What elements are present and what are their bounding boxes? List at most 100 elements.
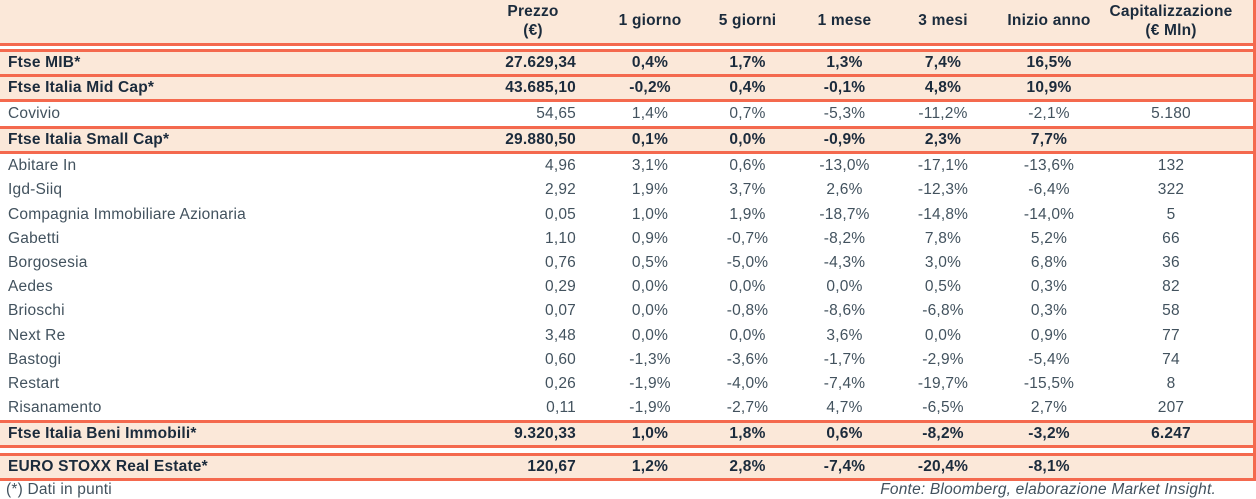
- cell-inizio-anno: 2,7%: [1030, 399, 1068, 417]
- cell-5-giorni: -0,8%: [726, 302, 769, 320]
- cell-prezzo: 2,92: [545, 181, 576, 199]
- cell-name: Risanamento: [8, 399, 102, 417]
- cell-name: Covivio: [8, 105, 61, 123]
- cell-1-giorno: 0,4%: [631, 54, 669, 71]
- cell-3-mesi: -17,1%: [917, 157, 969, 175]
- cell-1-mese: 3,6%: [826, 326, 863, 344]
- cell-prezzo: 4,96: [545, 157, 576, 175]
- cell-1-giorno: 1,0%: [631, 425, 669, 443]
- cell-prezzo: 0,05: [545, 205, 576, 223]
- table-row-abitare-in: Abitare In 4,96 3,1% 0,6% -13,0% -17,1% -13,6%…: [0, 154, 1256, 179]
- cell-5-giorni: -0,7%: [726, 229, 769, 247]
- cell-5-giorni: 1,7%: [729, 54, 766, 71]
- cell-name: Gabetti: [8, 229, 60, 247]
- cell-capitalizzazione: 77: [1162, 326, 1180, 344]
- section-gap: [0, 448, 1256, 454]
- cell-1-mese: 0,0%: [826, 278, 863, 296]
- cell-5-giorni: 0,7%: [729, 105, 766, 123]
- cell-1-giorno: -1,3%: [629, 350, 671, 368]
- cell-1-giorno: 0,0%: [631, 326, 669, 344]
- cell-5-giorni: -3,6%: [726, 350, 769, 368]
- table-footer: (*) Dati in punti Fonte: Bloomberg, elab…: [0, 481, 1256, 499]
- cell-5-giorni: -5,0%: [726, 254, 769, 272]
- cell-capitalizzazione: 66: [1162, 229, 1180, 247]
- cell-capitalizzazione: 322: [1157, 181, 1185, 199]
- col-header-prezzo-unit: (€): [523, 21, 543, 39]
- cell-3-mesi: 3,0%: [924, 254, 962, 272]
- cell-name: Ftse MIB*: [8, 54, 81, 71]
- cell-1-mese: -5,3%: [823, 105, 866, 123]
- cell-1-giorno: 0,9%: [631, 229, 669, 247]
- cell-3-mesi: 0,0%: [924, 326, 962, 344]
- cell-1-giorno: 0,0%: [631, 302, 669, 320]
- cell-5-giorni: -2,7%: [726, 399, 769, 417]
- table-row-restart: Restart 0,26 -1,9% -4,0% -7,4% -19,7% -15,5% 8: [0, 371, 1256, 397]
- cell-5-giorni: 0,0%: [729, 278, 766, 296]
- table-row-gabetti: Gabetti 1,10 0,9% -0,7% -8,2% 7,8% 5,2% 66: [0, 226, 1256, 251]
- cell-1-giorno: 0,1%: [631, 131, 669, 149]
- cell-3-mesi: -20,4%: [917, 458, 969, 476]
- divider-line: [0, 43, 1256, 46]
- table-row-ftse-mib: Ftse MIB* 27.629,34 0,4% 1,7% 1,3% 7,4% 16,5%: [0, 52, 1256, 74]
- cell-1-giorno: 3,1%: [631, 157, 669, 175]
- cell-prezzo: 29.880,50: [505, 131, 576, 149]
- cell-capitalizzazione: 5: [1166, 205, 1176, 223]
- table-row-next-re: Next Re 3,48 0,0% 0,0% 3,6% 0,0% 0,9% 77: [0, 323, 1256, 348]
- cell-5-giorni: 2,8%: [729, 458, 766, 476]
- cell-prezzo: 0,29: [545, 278, 576, 296]
- cell-1-mese: 2,6%: [826, 181, 863, 199]
- col-header-prezzo-title: Prezzo: [507, 3, 559, 21]
- cell-prezzo: 54,65: [536, 105, 576, 123]
- footnote-dati-in-punti: (*) Dati in punti: [6, 481, 112, 499]
- table-row-bastogi: Bastogi 0,60 -1,3% -3,6% -1,7% -2,9% -5,4% 74: [0, 347, 1256, 372]
- cell-prezzo: 0,11: [546, 399, 576, 417]
- cell-inizio-anno: 10,9%: [1026, 79, 1072, 96]
- cell-1-mese: 1,3%: [826, 54, 863, 71]
- cell-capitalizzazione: 5.180: [1151, 105, 1191, 123]
- cell-inizio-anno: 5,2%: [1030, 229, 1068, 247]
- cell-1-mese: -7,4%: [823, 374, 866, 392]
- cell-name: Next Re: [8, 326, 66, 344]
- cell-1-giorno: -1,9%: [629, 399, 671, 417]
- cell-1-mese: -13,0%: [819, 157, 870, 175]
- table-row-ftse-mid-cap: Ftse Italia Mid Cap* 43.685,10 -0,2% 0,4% -0…: [0, 77, 1256, 99]
- cell-prezzo: 0,76: [545, 254, 576, 272]
- cell-1-giorno: 1,0%: [631, 205, 669, 223]
- cell-3-mesi: 0,5%: [924, 278, 962, 296]
- cell-capitalizzazione: 58: [1162, 302, 1180, 320]
- cell-capitalizzazione: 132: [1157, 157, 1185, 175]
- table-row-compagnia-immobiliare: Compagnia Immobiliare Azionaria 0,05 1,0% 1…: [0, 202, 1256, 227]
- cell-capitalizzazione: 82: [1162, 278, 1180, 296]
- cell-1-mese: -4,3%: [823, 254, 866, 272]
- cell-3-mesi: 7,8%: [924, 229, 962, 247]
- cell-3-mesi: -8,2%: [922, 425, 964, 443]
- cell-name: EURO STOXX Real Estate*: [8, 458, 208, 476]
- cell-inizio-anno: -8,1%: [1028, 458, 1070, 476]
- cell-prezzo: 0,26: [545, 374, 576, 392]
- divider-line: [0, 74, 1256, 77]
- cell-name: Ftse Italia Mid Cap*: [8, 79, 155, 96]
- cell-1-giorno: 1,9%: [631, 181, 669, 199]
- cell-capitalizzazione: 6.247: [1151, 425, 1191, 443]
- cell-1-mese: -8,2%: [823, 229, 866, 247]
- cell-3-mesi: -14,8%: [917, 205, 969, 223]
- cell-name: Abitare In: [8, 157, 77, 175]
- table-header-row: Prezzo (€) 1 giorno 5 giorni 1 mese 3 me…: [0, 0, 1256, 43]
- divider-line: [0, 478, 1256, 482]
- table-row-aedes: Aedes 0,29 0,0% 0,0% 0,0% 0,5% 0,3% 82: [0, 275, 1256, 300]
- cell-3-mesi: 7,4%: [924, 54, 962, 71]
- cell-capitalizzazione: 207: [1157, 399, 1185, 417]
- cell-name: Ftse Italia Beni Immobili*: [8, 425, 197, 443]
- cell-inizio-anno: 7,7%: [1030, 131, 1068, 149]
- table-right-border: [1253, 0, 1256, 482]
- cell-3-mesi: -12,3%: [917, 181, 969, 199]
- table-row-euro-stoxx: EURO STOXX Real Estate* 120,67 1,2% 2,8% -7,…: [0, 456, 1256, 479]
- cell-1-giorno: 0,0%: [631, 278, 669, 296]
- cell-5-giorni: 0,0%: [729, 131, 766, 149]
- table-row-ftse-small-cap: Ftse Italia Small Cap* 29.880,50 0,1% 0,0% -…: [0, 129, 1256, 152]
- cell-5-giorni: 0,4%: [729, 79, 766, 96]
- cell-name: Bastogi: [8, 350, 62, 368]
- cell-name: Borgosesia: [8, 254, 88, 272]
- table-row-borgosesia: Borgosesia 0,76 0,5% -5,0% -4,3% 3,0% 6,8% 36: [0, 250, 1256, 276]
- cell-capitalizzazione: 8: [1166, 374, 1176, 392]
